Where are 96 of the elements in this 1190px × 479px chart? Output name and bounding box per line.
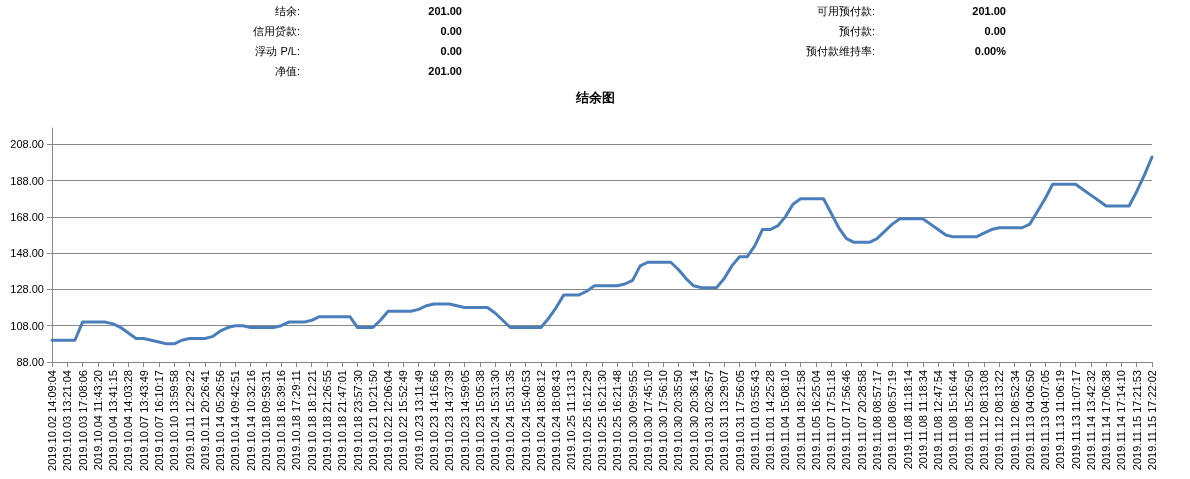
x-tick-label: 2019.11.01 03:55:43 bbox=[748, 370, 761, 471]
x-tick-label: 2019.11.13 11:06:19 bbox=[1054, 370, 1067, 470]
x-tick-label: 2019.10.22 12:06:04 bbox=[382, 370, 395, 471]
x-tick-label: 2019.10.22 15:52:49 bbox=[397, 370, 410, 471]
x-tick-label: 2019.10.24 15:40:53 bbox=[519, 370, 532, 471]
x-tick-label: 2019.10.31 13:29:07 bbox=[718, 370, 731, 471]
x-tick-label: 2019.10.18 21:47:01 bbox=[336, 370, 349, 471]
x-tick-label: 2019.10.18 21:26:55 bbox=[321, 370, 333, 471]
text: 0.00 bbox=[440, 24, 462, 39]
text: 预付款: bbox=[838, 24, 875, 39]
text: 201.00 bbox=[972, 4, 1006, 19]
y-tick-label: 88.00 bbox=[16, 356, 44, 368]
x-tick-label: 2019.10.23 13:11:49 bbox=[412, 370, 425, 471]
x-tick-label: 2019.10.24 15:31:30 bbox=[489, 370, 502, 471]
x-tick-label: 2019.11.07 17:56:46 bbox=[840, 370, 853, 471]
x-tick-label: 2019.11.08 15:16:44 bbox=[947, 370, 960, 471]
x-tick-label: 2019.11.15 17:22:02 bbox=[1146, 370, 1158, 471]
x-tick-label: 2019.10.30 20:35:50 bbox=[672, 370, 685, 471]
x-tick-label: 2019.10.25 16:21:48 bbox=[611, 370, 624, 471]
x-tick-label: 2019.10.25 11:13:13 bbox=[565, 370, 578, 471]
x-tick-label: 2019.11.12 08:52:34 bbox=[1008, 370, 1021, 471]
x-tick-label: 2019.10.30 17:56:10 bbox=[657, 370, 670, 471]
x-tick-label: 2019.11.08 15:26:50 bbox=[962, 370, 975, 471]
x-tick-label: 2019.11.07 20:28:58 bbox=[855, 370, 868, 471]
x-tick-label: 2019.11.13 11:07:17 bbox=[1069, 370, 1082, 470]
x-tick-label: 2019.10.04 11:43:20 bbox=[91, 370, 104, 471]
chart-title: 结余图 bbox=[574, 90, 615, 105]
text: 浮动 P/L: bbox=[255, 44, 300, 59]
x-tick-label: 2019.11.08 08:57:17 bbox=[871, 370, 883, 471]
text: 0.00 bbox=[440, 44, 462, 59]
x-tick-label: 2019.10.18 09:59:31 bbox=[259, 370, 272, 471]
x-tick-label: 2019.10.11 20:26:41 bbox=[198, 370, 211, 471]
text: 结余: bbox=[274, 4, 300, 19]
x-tick-label: 2019.11.14 17:06:38 bbox=[1100, 370, 1113, 471]
x-tick-label: 2019.11.08 08:57:19 bbox=[886, 370, 899, 471]
x-tick-label: 2019.10.07 16:10:17 bbox=[152, 370, 165, 471]
x-tick-label: 2019.10.02 14:09:04 bbox=[46, 370, 58, 471]
x-tick-label: 2019.10.24 18:08:12 bbox=[534, 370, 547, 471]
x-tick-label: 2019.11.15 17:21:53 bbox=[1130, 370, 1143, 471]
x-tick-label: 2019.10.18 18:12:21 bbox=[305, 370, 318, 471]
x-tick-label: 2019.11.12 08:13:08 bbox=[977, 370, 990, 471]
x-tick-label: 2019.10.03 17:08:06 bbox=[76, 370, 89, 471]
x-tick-label: 2019.10.30 17:45:10 bbox=[641, 370, 654, 471]
x-tick-label: 2019.10.23 14:37:39 bbox=[443, 370, 456, 471]
x-tick-label: 2019.11.14 17:14:10 bbox=[1115, 370, 1128, 471]
x-tick-label: 2019.10.03 13:21:04 bbox=[61, 370, 74, 471]
x-tick-label: 2019.11.13 04:06:50 bbox=[1023, 370, 1036, 471]
x-tick-label: 2019.10.18 17:29:11 bbox=[290, 370, 303, 471]
x-tick-label: 2019.10.07 13:43:49 bbox=[137, 370, 150, 471]
text: 净值: bbox=[274, 64, 300, 79]
text: 预付款维持率: bbox=[805, 44, 875, 59]
x-tick-label: 2019.11.04 15:08:10 bbox=[779, 370, 792, 471]
x-tick-label: 2019.11.07 17:51:18 bbox=[825, 370, 838, 471]
y-tick-label: 108.00 bbox=[10, 319, 44, 332]
x-tick-label: 2019.10.04 14:03:28 bbox=[122, 370, 135, 471]
x-tick-label: 2019.10.11 12:29:22 bbox=[183, 370, 196, 471]
x-tick-label: 2019.11.08 12:47:54 bbox=[932, 370, 945, 471]
text: 0.00% bbox=[974, 44, 1006, 59]
y-tick-label: 168.00 bbox=[10, 210, 44, 223]
text: 201.00 bbox=[428, 64, 462, 79]
x-tick-label: 2019.10.14 10:32:16 bbox=[244, 370, 257, 471]
y-tick-label: 208.00 bbox=[10, 138, 44, 151]
x-tick-label: 2019.10.18 23:57:30 bbox=[351, 370, 364, 471]
y-tick-label: 188.00 bbox=[10, 174, 44, 187]
x-tick-label: 2019.10.30 09:59:55 bbox=[626, 370, 639, 471]
x-tick-label: 2019.10.23 14:59:05 bbox=[458, 370, 471, 471]
text: 可用预付款: bbox=[816, 4, 875, 19]
text: 信用贷款: bbox=[252, 24, 300, 39]
x-tick-label: 2019.11.12 08:13:22 bbox=[993, 370, 1006, 471]
y-tick-label: 128.00 bbox=[10, 283, 44, 296]
x-tick-label: 2019.10.23 14:16:56 bbox=[427, 370, 440, 471]
line-series bbox=[50, 155, 1154, 346]
x-tick-label: 2019.10.25 16:21:30 bbox=[596, 370, 608, 471]
x-tick-label: 2019.10.24 15:31:35 bbox=[504, 370, 517, 471]
x-tick-label: 2019.10.18 16:39:16 bbox=[275, 370, 288, 471]
x-tick-label: 2019.11.13 04:07:05 bbox=[1039, 370, 1052, 471]
x-tick-label: 2019.10.14 09:42:51 bbox=[229, 370, 242, 471]
x-tick-label: 2019.10.24 18:08:43 bbox=[550, 370, 563, 471]
x-tick-label: 2019.10.21 10:21:50 bbox=[366, 370, 379, 471]
x-tick-label: 2019.11.08 11:18:34 bbox=[916, 370, 929, 470]
text: 201.00 bbox=[428, 4, 462, 19]
x-tick-label: 2019.10.10 13:59:58 bbox=[168, 370, 181, 471]
x-tick-label: 2019.10.30 20:36:14 bbox=[687, 370, 700, 471]
x-tick-label: 2019.10.14 05:26:56 bbox=[214, 370, 227, 471]
x-tick-label: 2019.10.23 15:05:38 bbox=[473, 370, 486, 471]
x-tick-label: 2019.10.31 02:36:57 bbox=[702, 370, 715, 471]
x-tick-label: 2019.11.04 18:21:58 bbox=[794, 370, 807, 471]
x-tick-label: 2019.10.25 16:12:29 bbox=[580, 370, 593, 471]
x-tick-label: 2019.10.31 17:56:05 bbox=[733, 370, 746, 471]
x-tick-label: 2019.11.01 14:25:28 bbox=[764, 370, 777, 471]
text: 0.00 bbox=[984, 24, 1006, 39]
x-tick-label: 2019.11.08 11:18:14 bbox=[901, 370, 914, 470]
x-tick-label: 2019.11.05 16:25:04 bbox=[809, 370, 822, 471]
y-tick-label: 148.00 bbox=[10, 247, 44, 260]
x-tick-label: 2019.10.04 13:41:15 bbox=[107, 370, 120, 471]
x-tick-label: 2019.11.14 13:42:32 bbox=[1084, 370, 1097, 471]
